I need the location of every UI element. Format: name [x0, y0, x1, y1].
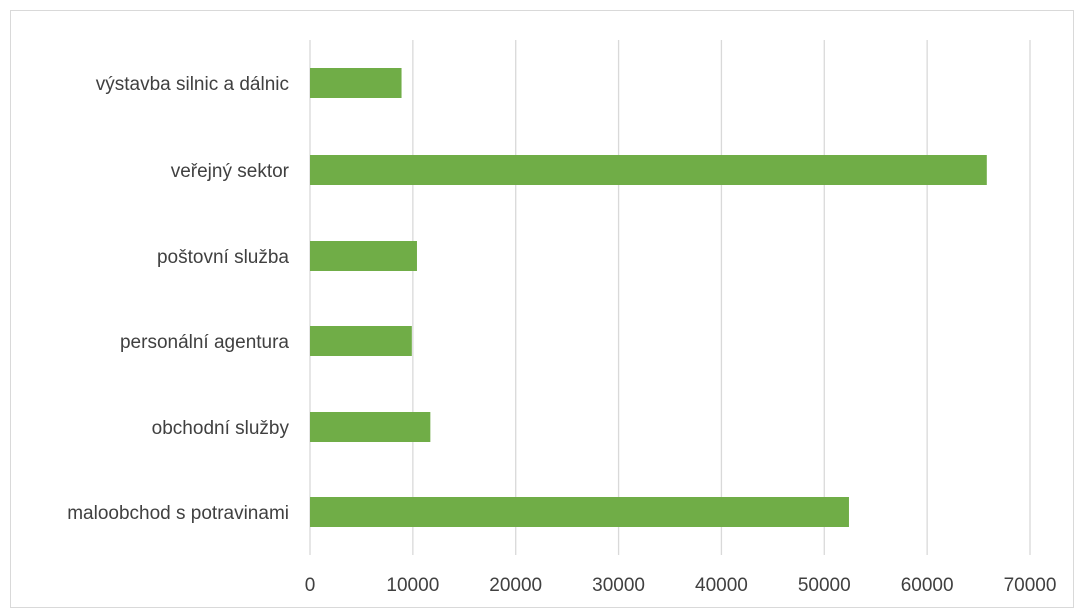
- category-label: personální agentura: [120, 332, 289, 353]
- category-label: maloobchod s potravinami: [67, 503, 289, 524]
- x-tick-label: 40000: [695, 575, 748, 596]
- gridlines: [309, 40, 1031, 555]
- x-axis-tick-labels: 0 10000 20000 30000 40000 50000 60000 70000: [305, 575, 1057, 596]
- x-tick-label: 10000: [386, 575, 439, 596]
- bar-2: [310, 241, 417, 271]
- x-tick-label: 30000: [592, 575, 645, 596]
- bars: [310, 68, 987, 527]
- category-label: poštovní služba: [157, 247, 289, 268]
- x-tick-label: 20000: [489, 575, 542, 596]
- x-tick-label: 0: [305, 575, 316, 596]
- bar-3: [310, 326, 412, 356]
- bar-1: [310, 155, 987, 185]
- category-label: obchodní služby: [152, 418, 290, 439]
- bar-5: [310, 497, 849, 527]
- bar-4: [310, 412, 431, 442]
- category-label: výstavba silnic a dálnic: [96, 74, 289, 95]
- category-labels: výstavba silnic a dálnic veřejný sektor po…: [67, 74, 289, 524]
- category-label: veřejný sektor: [171, 161, 290, 182]
- x-tick-label: 50000: [798, 575, 851, 596]
- x-tick-label: 70000: [1004, 575, 1057, 596]
- x-tick-label: 60000: [901, 575, 954, 596]
- bar-0: [310, 68, 402, 98]
